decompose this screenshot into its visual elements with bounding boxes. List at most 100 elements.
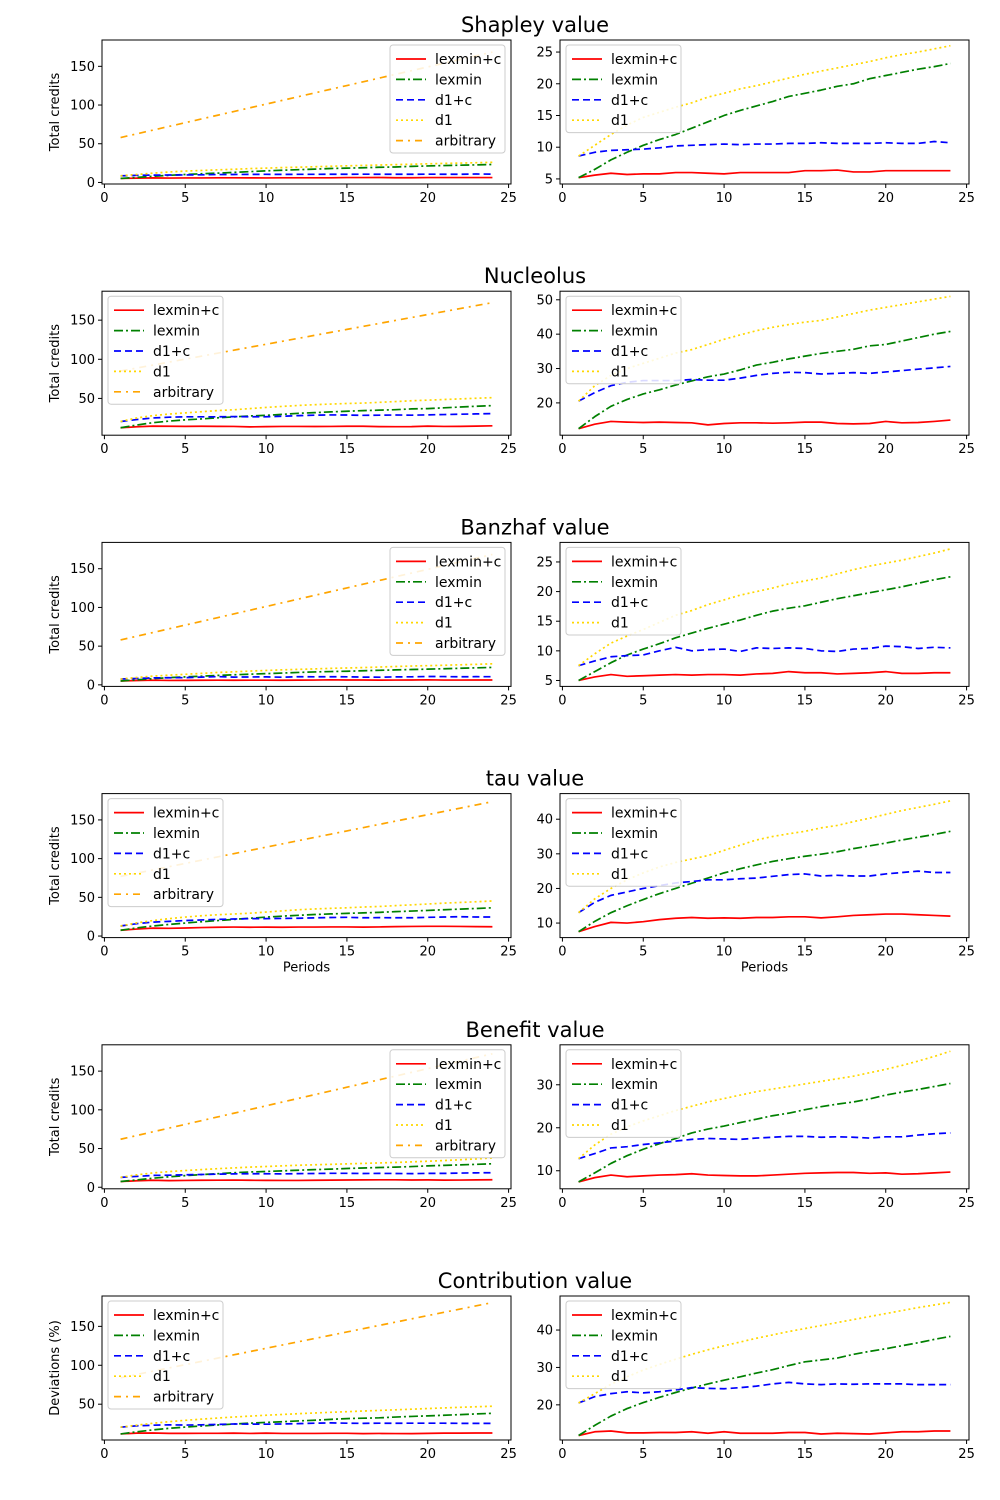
y-tick-label: 20: [536, 585, 553, 600]
panel-left: 0 5 10 15 20 25 0 50 100 150 Total credits lexmin+c…: [48, 541, 517, 708]
legend-label: d1: [611, 867, 629, 883]
x-tick-label: 10: [258, 442, 275, 457]
y-tick-label: 20: [536, 1398, 553, 1413]
axes-frame: [101, 793, 512, 939]
legend-box: [565, 546, 682, 636]
series-group: [578, 44, 951, 179]
y-tick-label: 0: [87, 930, 95, 945]
series-line-lexmin: [578, 62, 951, 179]
x-tick-label: 5: [639, 1196, 647, 1211]
legend-label: lexmin+c: [435, 1057, 501, 1073]
series-line-d1plusc: [120, 675, 493, 680]
legend-label: lexmin+c: [435, 52, 501, 68]
axes-frame: [101, 1295, 512, 1441]
legend: lexmin+c lexmin d1+c d1: [565, 1049, 682, 1138]
y-tick-label: 40: [536, 813, 553, 828]
series-line-d1: [120, 900, 493, 927]
series-line-d1plusc: [578, 1381, 951, 1404]
x-tick-label: 20: [877, 442, 894, 457]
legend-box: [389, 1049, 506, 1159]
x-tick-label: 5: [639, 191, 647, 206]
legend-label: d1: [611, 616, 629, 632]
y-tick-label: 10: [536, 917, 553, 932]
y-tick-label: 40: [536, 328, 553, 343]
axes-frame: [101, 290, 512, 436]
y-tick-label: 10: [536, 1164, 553, 1179]
series-line-lexminplusc: [578, 1171, 951, 1183]
x-tick-label: 20: [877, 1196, 894, 1211]
x-tick-label: 0: [100, 945, 108, 960]
legend-label: arbitrary: [153, 385, 214, 401]
y-tick-label: 30: [536, 1361, 553, 1376]
x-tick-label: 25: [958, 191, 975, 206]
series-line-lexmin: [578, 830, 951, 933]
series-line-d1plusc: [578, 140, 951, 157]
x-tick-label: 15: [797, 945, 814, 960]
x-tick-label: 5: [181, 1196, 189, 1211]
y-tick-label: 0: [87, 176, 95, 191]
legend: lexmin+c lexmin d1+c d1 arbitrary: [107, 295, 224, 405]
x-tick-label: 15: [339, 1447, 356, 1462]
y-tick-label: 150: [70, 813, 95, 828]
x-tick-label: 25: [500, 693, 517, 708]
series-line-lexminplusc: [120, 424, 493, 429]
row-title: Nucleolus: [484, 264, 586, 288]
series-line-d1plusc: [578, 870, 951, 914]
series-line-d1: [120, 662, 493, 680]
y-tick-label: 15: [536, 615, 553, 630]
x-tick-label: 15: [339, 945, 356, 960]
x-tick-label: 20: [419, 945, 436, 960]
x-tick-label: 15: [797, 693, 814, 708]
y-axis-label: Total credits: [48, 1077, 63, 1157]
panel-left: 0 5 10 15 20 25 0 50 100 150 Total credits Periods l…: [48, 793, 517, 976]
legend-label: arbitrary: [435, 134, 496, 150]
y-tick-label: 100: [70, 99, 95, 114]
legend-label: d1+c: [153, 344, 190, 360]
row-title: Shapley value: [461, 13, 609, 37]
legend: lexmin+c lexmin d1+c d1: [565, 798, 682, 887]
row-title: Contribution value: [438, 1269, 632, 1293]
axes-frame: [559, 793, 970, 939]
axes-frame: [101, 1044, 512, 1190]
x-tick-label: 0: [100, 693, 108, 708]
legend-label: d1+c: [611, 1098, 648, 1114]
y-tick-label: 10: [536, 141, 553, 156]
legend: lexmin+c lexmin d1+c d1: [565, 295, 682, 385]
legend-label: d1: [435, 616, 453, 632]
legend-label: d1+c: [611, 1349, 648, 1365]
x-tick-label: 0: [100, 1196, 108, 1211]
x-tick-label: 20: [877, 693, 894, 708]
series-line-lexminplusc: [120, 1432, 493, 1435]
legend-label: lexmin+c: [435, 554, 501, 570]
series-group: [120, 553, 493, 682]
legend: lexmin+c lexmin d1+c d1 arbitrary: [389, 546, 506, 656]
series-line-d1plusc: [120, 1171, 493, 1179]
x-tick-label: 20: [877, 1447, 894, 1462]
series-line-d1: [120, 1405, 493, 1429]
legend-label: arbitrary: [153, 887, 214, 903]
x-tick-label: 25: [500, 191, 517, 206]
legend: lexmin+c lexmin d1+c d1: [565, 546, 682, 636]
x-tick-label: 5: [181, 693, 189, 708]
x-tick-label: 10: [258, 1196, 275, 1211]
x-tick-label: 0: [100, 191, 108, 206]
x-tick-label: 5: [181, 191, 189, 206]
legend-label: d1: [153, 364, 171, 380]
legend-label: d1+c: [611, 846, 648, 862]
series-line-d1plusc: [120, 915, 493, 927]
series-line-lexmin: [578, 1082, 951, 1183]
series-line-d1plusc: [578, 365, 951, 402]
legend-box: [565, 295, 682, 385]
legend-label: d1: [153, 1369, 171, 1385]
y-tick-label: 150: [70, 1320, 95, 1335]
legend-label: lexmin: [153, 1328, 200, 1344]
x-axis-label: Periods: [741, 961, 789, 976]
x-tick-label: 0: [558, 191, 566, 206]
x-tick-label: 10: [258, 191, 275, 206]
x-tick-label: 25: [500, 945, 517, 960]
x-tick-label: 25: [958, 1447, 975, 1462]
y-tick-label: 25: [536, 555, 553, 570]
x-tick-label: 25: [500, 1447, 517, 1462]
series-line-lexminplusc: [120, 176, 493, 180]
